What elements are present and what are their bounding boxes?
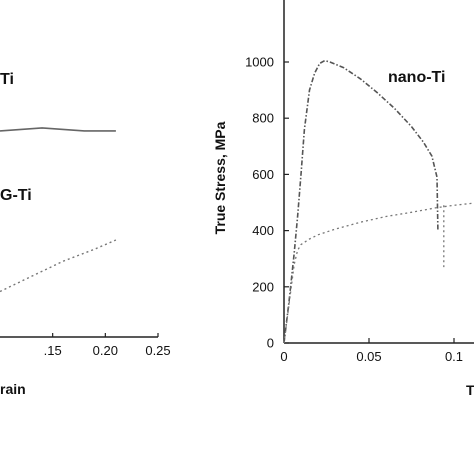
left-panel: .15 0.20 0.25 Ti G-Ti rain	[0, 71, 171, 397]
right-y-tick-label: 800	[252, 111, 274, 126]
left-series-line-1	[0, 239, 117, 293]
right-x-tick-label: 0.05	[356, 349, 381, 364]
right-x-ticks: 0 0.05 0.1	[280, 338, 463, 364]
right-panel: 0 200 400 600 800 1000 0 0.05 0.1 nano-Ti True …	[212, 0, 474, 398]
left-x-tick-label: 0.25	[145, 343, 170, 358]
right-series-line-0	[283, 59, 439, 344]
right-x-tick-label: 0.1	[445, 349, 463, 364]
left-x-axis-title: rain	[0, 381, 26, 397]
right-x-tick-label: 0	[280, 349, 287, 364]
right-y-tick-label: 400	[252, 223, 274, 238]
left-series-group	[0, 127, 117, 293]
right-y-tick-label: 200	[252, 279, 274, 294]
left-series-label-ti: Ti	[0, 71, 14, 88]
left-x-tick-label: 0.20	[93, 343, 118, 358]
left-series-line-0	[0, 127, 116, 132]
right-series-line-1	[283, 202, 474, 344]
right-y-tick-label: 600	[252, 167, 274, 182]
left-x-ticks: .15 0.20 0.25	[44, 333, 171, 358]
right-y-tick-label: 0	[267, 336, 274, 351]
right-y-tick-label: 1000	[245, 55, 274, 70]
right-series-group	[283, 59, 474, 344]
right-y-axis-title: True Stress, MPa	[212, 121, 228, 234]
right-series-label-nano-ti: nano-Ti	[388, 69, 445, 86]
left-x-tick-label: .15	[44, 343, 62, 358]
left-series-label-g-ti: G-Ti	[0, 187, 32, 204]
right-x-axis-title: T	[466, 382, 474, 398]
right-y-ticks: 0 200 400 600 800 1000	[245, 55, 289, 351]
